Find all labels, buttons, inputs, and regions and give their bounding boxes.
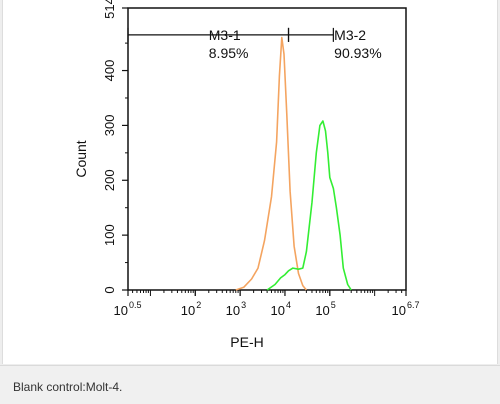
y-tick-label: 0: [102, 286, 117, 293]
x-tick-exponent: 6.7: [407, 300, 420, 310]
x-tick-exponent: 2: [196, 300, 201, 310]
axes: [122, 7, 407, 296]
y-tick-label: 400: [102, 60, 117, 82]
y-tick-label: 514: [102, 0, 117, 19]
y-tick-label: 200: [102, 169, 117, 191]
y-axis-title: Count: [73, 140, 89, 177]
y-tick-label: 100: [102, 224, 117, 246]
histogram-plot: M3-1 8.95% M3-2 90.93% 0 100 200 300 400 514 10 0.…: [66, 0, 437, 360]
gate-percent: 90.93%: [334, 45, 381, 61]
y-tick-label: 300: [102, 115, 117, 137]
gate-percent: 8.95%: [209, 45, 249, 61]
x-tick-label: 10: [114, 303, 128, 318]
gates: M3-1 8.95% M3-2 90.93%: [127, 27, 382, 61]
histogram-series-1: [235, 36, 308, 291]
x-tick-exponent: 4: [286, 300, 291, 310]
x-tick-label: 10: [270, 303, 284, 318]
x-tick-label: 10: [392, 303, 406, 318]
caption-text: Blank control:Molt-4.: [13, 380, 123, 394]
caption-bar: Blank control:Molt-4.: [0, 365, 500, 404]
figure-card: M3-1 8.95% M3-2 90.93% 0 100 200 300 400 514 10 0.…: [2, 0, 498, 364]
gate-name: M3-2: [334, 27, 366, 43]
series-layer: [235, 36, 352, 291]
x-tick-exponent: 5: [331, 300, 336, 310]
x-tick-label: 10: [315, 303, 329, 318]
x-axis-title: PE-H: [230, 334, 263, 350]
x-tick-label: 10: [226, 303, 240, 318]
gate-name: M3-1: [209, 27, 241, 43]
histogram-series-2: [266, 120, 352, 291]
x-tick-exponent: 0.5: [129, 300, 142, 310]
x-tick-exponent: 3: [241, 300, 246, 310]
x-tick-label: 10: [181, 303, 195, 318]
